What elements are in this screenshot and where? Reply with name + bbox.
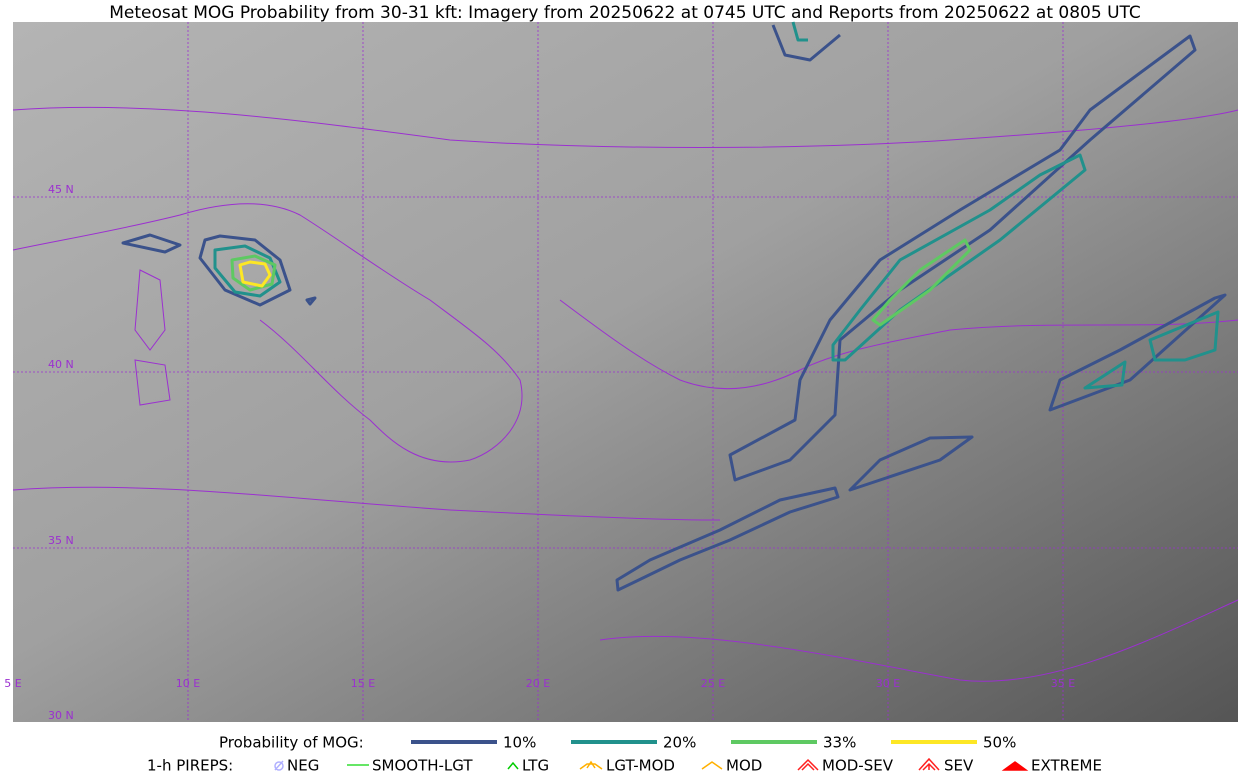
chart-title: Meteosat MOG Probability from 30-31 kft:… xyxy=(109,3,1141,23)
legend-label: NEG xyxy=(287,757,319,775)
legend-label: 50% xyxy=(983,734,1016,752)
longitude-label: 5 E xyxy=(4,677,21,690)
legend-label: 20% xyxy=(663,734,696,752)
legend-label: 10% xyxy=(503,734,536,752)
pirep-icon xyxy=(1001,761,1029,771)
pirep-icon xyxy=(579,760,603,770)
latitude-label: 35 N xyxy=(48,534,74,547)
longitude-label: 20 E xyxy=(526,677,550,690)
legend-heading: Probability of MOG: xyxy=(219,734,364,752)
legend: Probability of MOG: 10% 20% 33% 50% 1-h PIREP… xyxy=(147,734,1102,775)
latitude-label: 40 N xyxy=(48,358,74,371)
pirep-icon xyxy=(797,758,819,771)
legend-label: MOD-SEV xyxy=(822,757,894,775)
pirep-icon xyxy=(507,761,519,770)
legend-label: 33% xyxy=(823,734,856,752)
longitude-label: 15 E xyxy=(351,677,375,690)
latitude-label: 45 N xyxy=(48,183,74,196)
mog-contours xyxy=(121,21,1227,592)
legend-label: SMOOTH-LGT xyxy=(372,757,473,775)
legend-label: LTG xyxy=(522,757,549,775)
longitude-label: 10 E xyxy=(176,677,200,690)
legend-heading: 1-h PIREPS: xyxy=(147,757,233,775)
legend-label: SEV xyxy=(944,757,974,775)
pirep-icon xyxy=(274,760,284,771)
graticule: 45 N 40 N 35 N 30 N 5 E 10 E 15 E 20 E 25 E 30 E 3… xyxy=(4,22,1238,722)
legend-label: LGT-MOD xyxy=(606,757,675,775)
pirep-icon xyxy=(918,757,940,771)
latitude-label: 30 N xyxy=(48,709,74,722)
legend-label: EXTREME xyxy=(1031,757,1102,775)
longitude-label: 35 E xyxy=(1051,677,1075,690)
legend-label: MOD xyxy=(726,757,762,775)
coastlines xyxy=(12,106,1239,682)
pirep-icon xyxy=(701,761,723,770)
longitude-label: 25 E xyxy=(701,677,725,690)
longitude-label: 30 E xyxy=(876,677,900,690)
